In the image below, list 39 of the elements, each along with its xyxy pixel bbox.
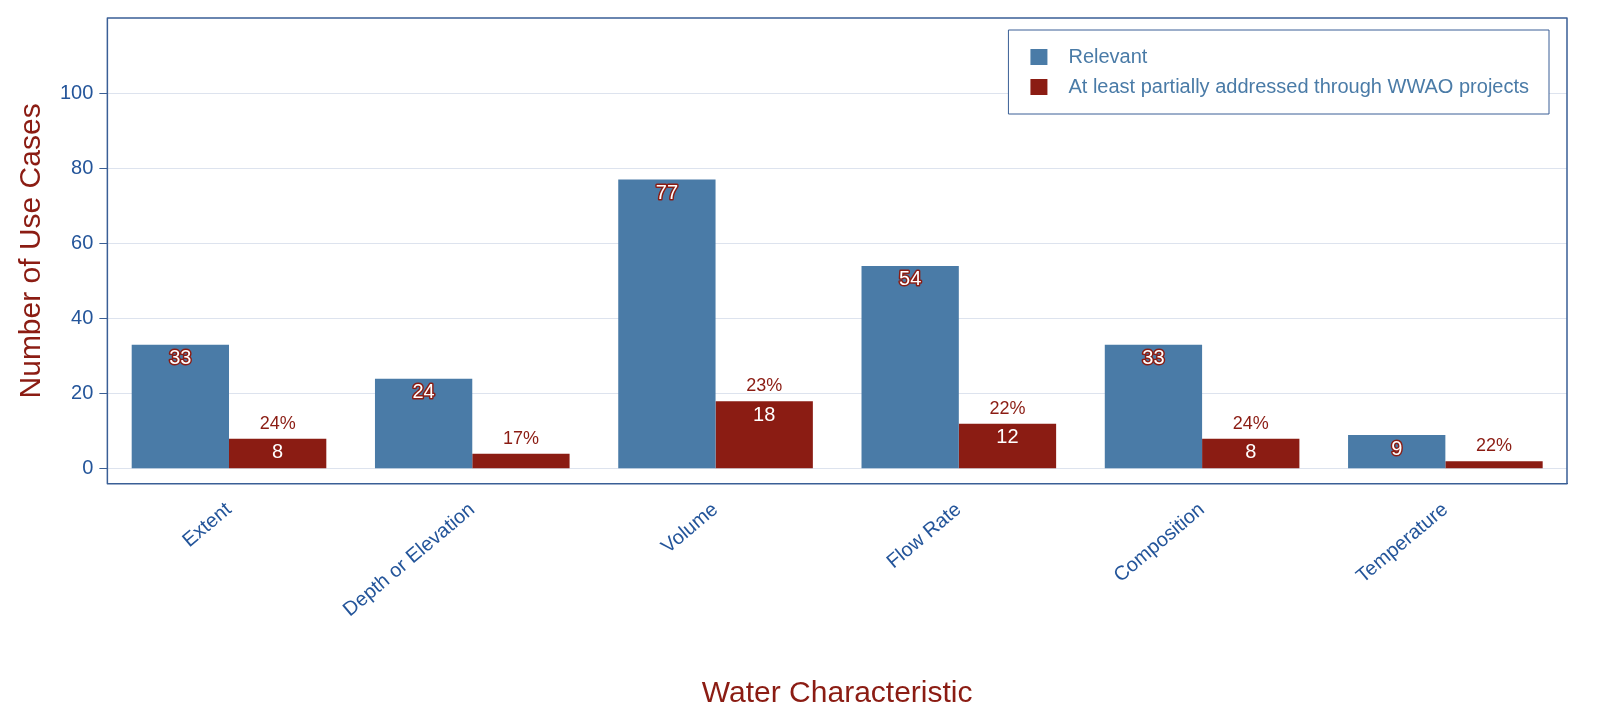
bar bbox=[1202, 438, 1300, 469]
bar bbox=[229, 438, 327, 469]
data-label: 33 bbox=[1142, 346, 1165, 369]
annotation: 24% bbox=[1232, 412, 1269, 433]
data-label: 77 bbox=[655, 181, 679, 204]
y-axis-title: Number of Use Cases bbox=[13, 103, 47, 399]
bar bbox=[1104, 344, 1203, 469]
bar bbox=[715, 401, 813, 469]
data-label: 18 bbox=[753, 402, 776, 425]
legend-label: Relevant bbox=[1068, 44, 1148, 67]
bar bbox=[861, 265, 959, 469]
data-label: 8 bbox=[272, 440, 284, 463]
y-tick-label: 20 bbox=[71, 381, 94, 404]
y-tick-label: 0 bbox=[82, 456, 94, 479]
data-label: 9 bbox=[1391, 436, 1403, 459]
annotation: 17% bbox=[502, 427, 539, 448]
x-tick-label: Flow Rate bbox=[881, 497, 965, 573]
y-tick-label: 60 bbox=[71, 230, 94, 253]
annotation: 24% bbox=[259, 412, 296, 433]
bar bbox=[1348, 435, 1446, 469]
legend-label: At least partially addressed through WWAO projects bbox=[1068, 74, 1530, 97]
data-label: 24 bbox=[412, 380, 435, 403]
y-tick-label: 40 bbox=[71, 306, 94, 329]
data-label: 54 bbox=[899, 267, 922, 290]
y-tick-label: 80 bbox=[71, 155, 94, 178]
bar bbox=[618, 179, 716, 469]
bar bbox=[1445, 461, 1543, 469]
data-label: 12 bbox=[996, 425, 1019, 448]
bar bbox=[374, 378, 473, 469]
data-label: 33 bbox=[169, 346, 192, 369]
bar bbox=[131, 344, 230, 469]
bar bbox=[472, 453, 570, 469]
x-axis-title: Water Characteristic bbox=[701, 675, 973, 709]
annotation: 22% bbox=[989, 397, 1026, 418]
y-tick-label: 100 bbox=[59, 80, 94, 103]
data-label: 8 bbox=[1245, 440, 1257, 463]
annotation: 22% bbox=[1476, 435, 1513, 456]
annotation: 23% bbox=[746, 375, 783, 396]
bar bbox=[958, 423, 1057, 469]
